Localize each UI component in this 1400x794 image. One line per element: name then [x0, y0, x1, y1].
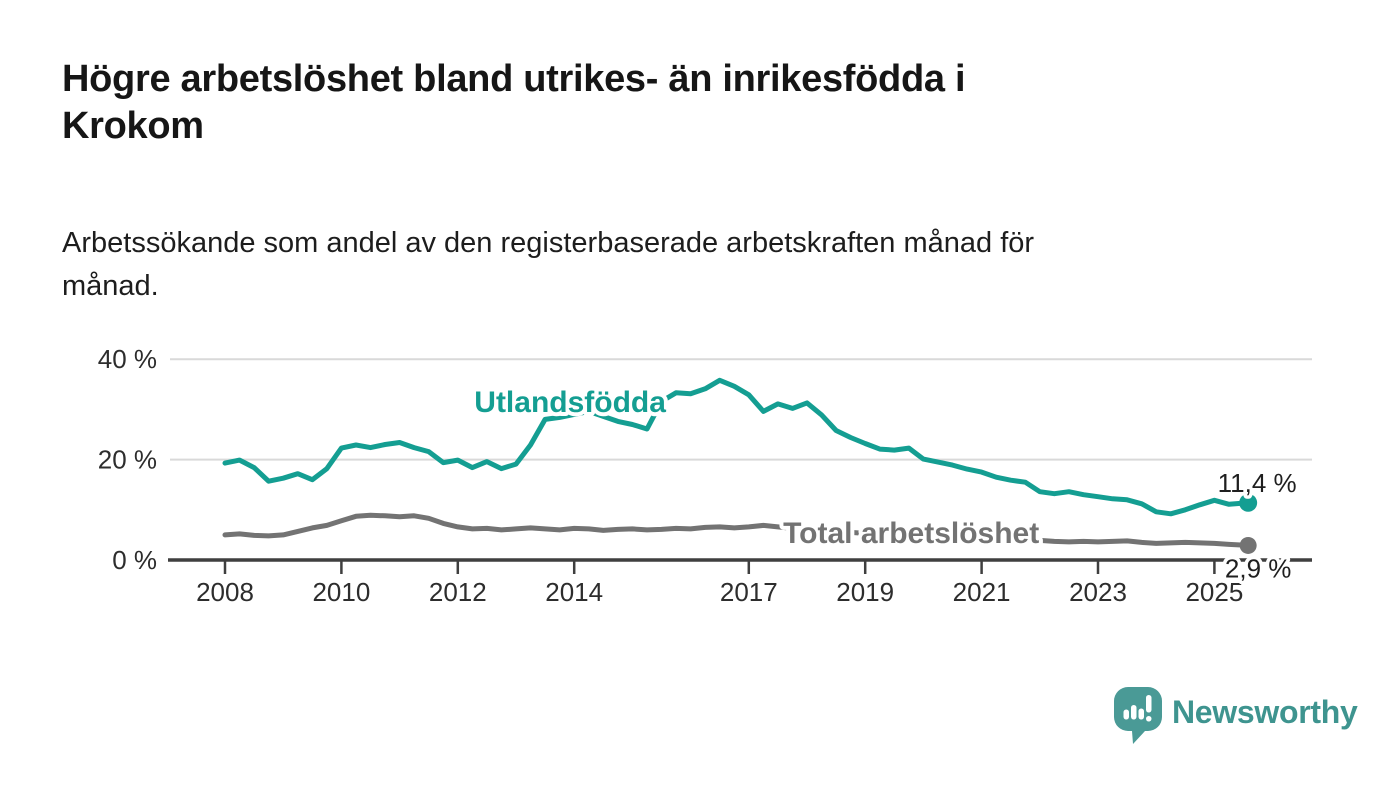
chart-subtitle-line-1: Arbetssökande som andel av den registerb… [62, 227, 1035, 259]
page-title: Högre arbetslöshet bland utrikes- än inr… [62, 56, 1362, 150]
logo-bar-2 [1131, 704, 1137, 719]
logo-exclamation-bar [1146, 694, 1152, 712]
y-axis-label-40: 40 % [98, 344, 157, 374]
x-axis-label-2025: 2025 [1185, 577, 1243, 607]
logo-bar-3 [1138, 708, 1144, 719]
series-line-total-arbetsl-shet [222, 512, 1251, 548]
x-axis-label-2023: 2023 [1069, 577, 1127, 607]
x-axis-label-2012: 2012 [429, 577, 487, 607]
chart-subtitle-line-2: månad. [62, 270, 159, 302]
page-title-line-1: Högre arbetslöshet bland utrikes- än inr… [62, 58, 966, 100]
x-axis-label-2014: 2014 [545, 577, 603, 607]
end-dot-utlandsf-dda [1239, 493, 1258, 512]
x-axis-label-2010: 2010 [312, 577, 370, 607]
series-line-utlandsf-dda [222, 377, 1251, 517]
x-axis-label-2021: 2021 [953, 577, 1011, 607]
y-axis-label-0: 0 % [112, 545, 157, 575]
x-axis-label-2019: 2019 [836, 577, 894, 607]
logo-exclamation-dot [1146, 715, 1152, 721]
end-value-label-utlandsf-dda: 11,4 % [1218, 468, 1297, 498]
page-title-line-2: Krokom [62, 105, 204, 147]
newsworthy-logo-icon [1114, 686, 1162, 744]
end-value-label-total-arbetsl-shet: 2,9 % [1225, 553, 1292, 583]
newsworthy-branding: Newsworthy [1114, 686, 1358, 744]
end-dot-total-arbetsl-shet [1239, 536, 1257, 554]
series-label-total-arbetsl-shet: Total arbetslöshet [783, 517, 1039, 550]
y-axis-label-20: 20 % [98, 445, 157, 475]
newsworthy-wordmark: Newsworthy [1172, 694, 1358, 730]
series-label-utlandsf-dda: Utlandsfödda [474, 386, 666, 419]
x-axis-label-2017: 2017 [720, 577, 778, 607]
x-axis-label-2008: 2008 [196, 577, 254, 607]
logo-bar-1 [1123, 709, 1129, 719]
chart-subtitle: Arbetssökande som andel av den registerb… [62, 222, 1362, 308]
